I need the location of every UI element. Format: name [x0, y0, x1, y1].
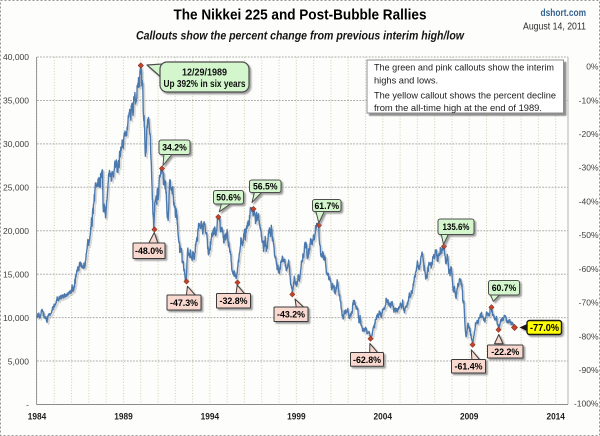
svg-text:-40%: -40%	[579, 196, 599, 206]
svg-text:-10%: -10%	[579, 95, 599, 105]
svg-text:-43.2%: -43.2%	[277, 310, 306, 321]
svg-text:2014: 2014	[546, 412, 565, 423]
svg-text:-48.0%: -48.0%	[135, 246, 164, 257]
svg-text:-90%: -90%	[579, 365, 599, 375]
svg-text:5,000: 5,000	[8, 356, 30, 366]
svg-text:20,000: 20,000	[3, 226, 29, 236]
svg-text:The yellow callout shows the p: The yellow callout shows the percent dec…	[374, 91, 556, 101]
svg-text:1984: 1984	[28, 412, 47, 423]
svg-text:-77.0%: -77.0%	[530, 323, 559, 334]
svg-text:-32.8%: -32.8%	[220, 296, 249, 307]
svg-text:Callouts show the percent chan: Callouts show the percent change from pr…	[136, 29, 465, 43]
svg-text:-30%: -30%	[579, 163, 599, 173]
svg-text:-70%: -70%	[579, 298, 599, 308]
svg-text:August 14, 2011: August 14, 2011	[523, 22, 586, 33]
svg-text:-62.8%: -62.8%	[353, 355, 382, 366]
svg-text:The Nikkei 225 and Post-Bubble: The Nikkei 225 and Post-Bubble Rallies	[174, 7, 427, 24]
svg-text:56.5%: 56.5%	[253, 182, 278, 193]
svg-text:dshort.com: dshort.com	[541, 8, 587, 19]
svg-text:-20%: -20%	[579, 129, 599, 139]
svg-text:1994: 1994	[201, 412, 220, 423]
svg-text:10,000: 10,000	[3, 313, 29, 323]
svg-text:1989: 1989	[114, 412, 133, 423]
svg-text:1999: 1999	[287, 412, 306, 423]
svg-text:Up 392% in six years: Up 392% in six years	[164, 79, 246, 90]
svg-text:50.6%: 50.6%	[216, 193, 241, 204]
svg-text:12/29/1989: 12/29/1989	[182, 68, 227, 79]
svg-text:-47.3%: -47.3%	[170, 298, 199, 309]
svg-text:2004: 2004	[374, 412, 393, 423]
svg-text:60.7%: 60.7%	[492, 283, 517, 294]
svg-text:-100%: -100%	[574, 399, 599, 409]
svg-text:-50%: -50%	[579, 230, 599, 240]
svg-text:-: -	[26, 400, 29, 410]
svg-text:35,000: 35,000	[3, 96, 29, 106]
svg-text:30,000: 30,000	[3, 139, 29, 149]
svg-text:-61.4%: -61.4%	[455, 362, 484, 373]
svg-text:15,000: 15,000	[3, 269, 29, 279]
svg-text:-80%: -80%	[579, 331, 599, 341]
svg-text:from the all-time high at the: from the all-time high at the end of 198…	[374, 103, 542, 113]
svg-text:2009: 2009	[460, 412, 479, 423]
svg-text:-22.2%: -22.2%	[491, 347, 520, 358]
svg-text:25,000: 25,000	[3, 183, 29, 193]
svg-text:34.2%: 34.2%	[162, 143, 187, 154]
svg-text:highs and lows.: highs and lows.	[374, 76, 438, 86]
svg-text:-60%: -60%	[579, 264, 599, 274]
svg-text:61.7%: 61.7%	[315, 201, 340, 212]
svg-text:40,000: 40,000	[3, 52, 29, 62]
svg-text:The green and pink callouts sh: The green and pink callouts show the int…	[374, 63, 554, 73]
svg-text:0%: 0%	[586, 62, 599, 72]
svg-text:135.6%: 135.6%	[443, 222, 470, 233]
